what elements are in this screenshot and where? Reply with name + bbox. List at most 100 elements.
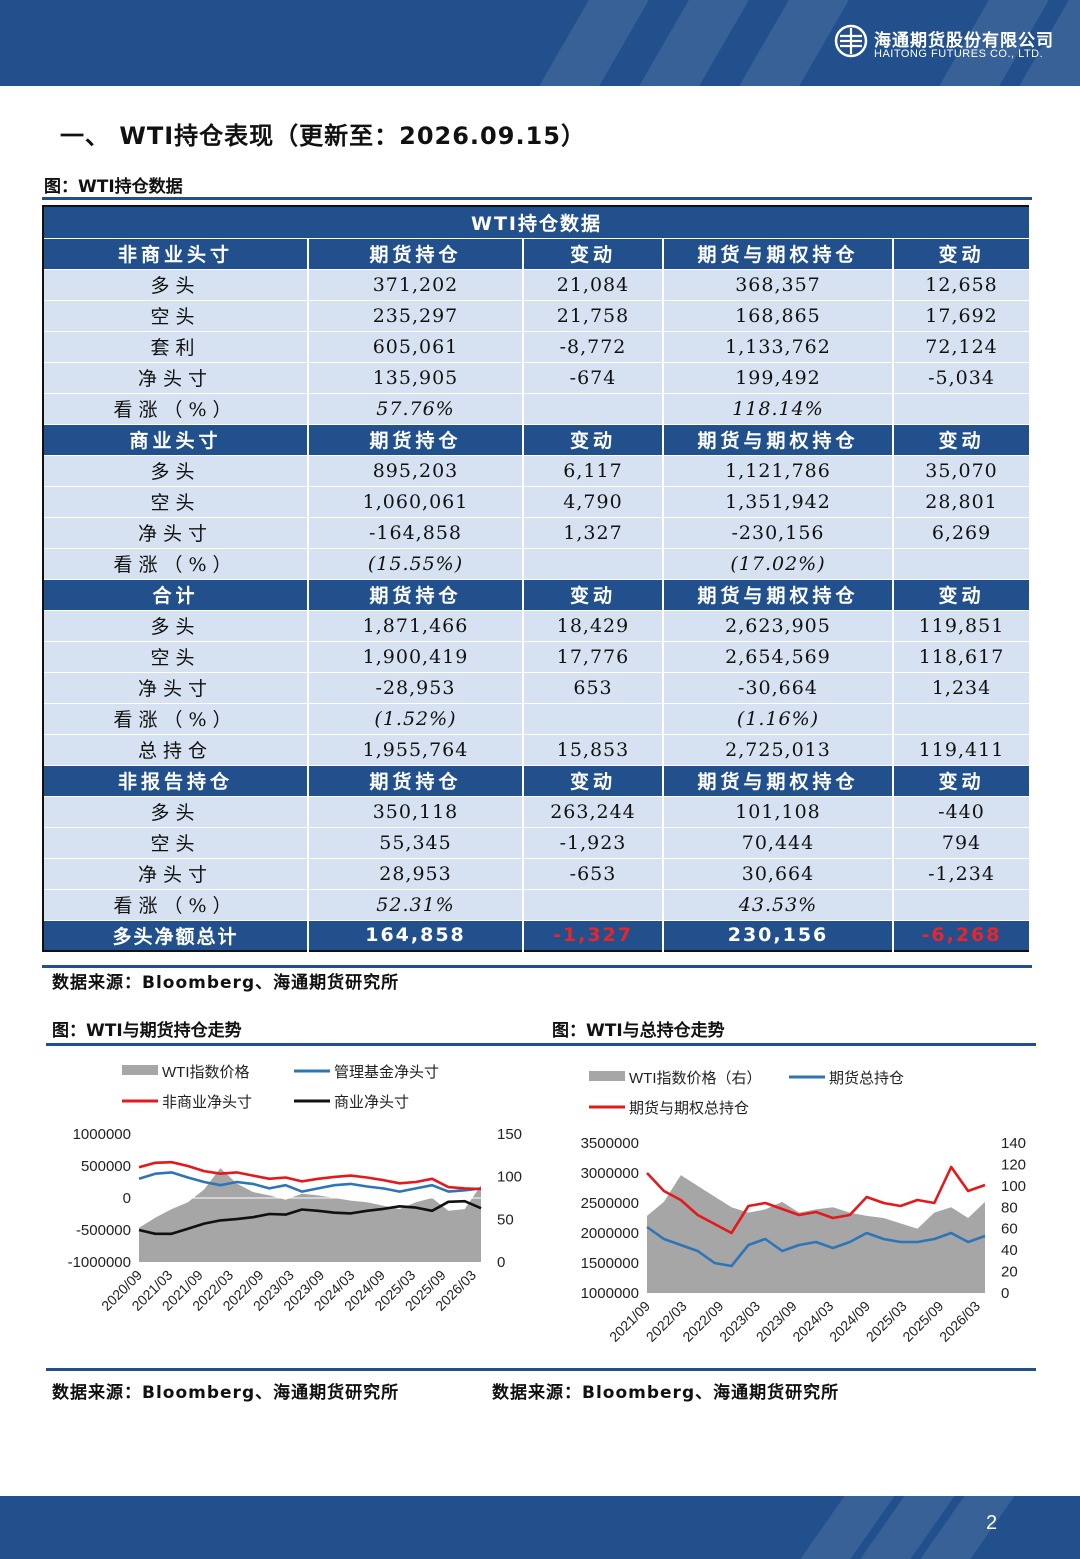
header-cell: 非报告持仓	[43, 765, 309, 797]
table-title: WTI持仓数据	[43, 206, 1032, 239]
legend-swatch	[589, 1071, 625, 1081]
table-row: 净头寸 -28,953 653 -30,664 1,234	[43, 672, 1032, 704]
table-cell: 1,351,942	[663, 486, 894, 518]
header-cell: 变动	[893, 424, 1032, 456]
section-title: 一、 WTI持仓表现（更新至：2026.09.15）	[60, 122, 586, 150]
left-axis-tick: -500000	[76, 1222, 131, 1239]
positions-table: WTI持仓数据 非商业头寸 期货持仓 变动 期货与期权持仓 变动 多头 371,202 21,…	[42, 205, 1032, 952]
row-label: 多头	[43, 610, 309, 642]
table-cell: -230,156	[663, 517, 894, 549]
legend-label: 非商业净头寸	[162, 1094, 252, 1111]
header-cell: 期货持仓	[308, 579, 524, 611]
row-label: 空头	[43, 300, 309, 332]
table-cell: 12,658	[893, 269, 1032, 301]
legend-swatch	[122, 1065, 158, 1075]
table-cell: 15,853	[523, 734, 664, 766]
net-long-total-row: 多头净额总计 164,858 -1,327 230,156 -6,268	[43, 920, 1032, 952]
table-row: 看涨（%） (1.52%) (1.16%)	[43, 703, 1032, 735]
row-label: 净头寸	[43, 858, 309, 890]
right-chart-source: 数据来源：Bloomberg、海通期货研究所	[492, 1383, 840, 1403]
row-label: 看涨（%）	[43, 703, 309, 735]
table-cell: 605,061	[308, 331, 524, 363]
table-cell	[893, 393, 1032, 425]
table-cell: (17.02%)	[663, 548, 894, 580]
top-banner: 海通期货股份有限公司 HAITONG FUTURES CO., LTD.	[0, 0, 1080, 86]
left-axis-tick: 0	[123, 1190, 131, 1207]
series-line	[646, 1225, 986, 1268]
table-cell: 168,865	[663, 300, 894, 332]
table-cell	[893, 889, 1032, 921]
right-axis-tick: 40	[1001, 1242, 1018, 1259]
table-cell: 17,692	[893, 300, 1032, 332]
left-chart-caption: 图：WTI与期货持仓走势	[52, 1021, 242, 1041]
table-cell: 30,664	[663, 858, 894, 890]
table-cell: 794	[893, 827, 1032, 859]
table-cell: (1.52%)	[308, 703, 524, 735]
table-cell: 52.31%	[308, 889, 524, 921]
table-cell: 72,124	[893, 331, 1032, 363]
left-axis-tick: 2500000	[581, 1195, 639, 1212]
table-cell: 118.14%	[663, 393, 894, 425]
table-row: 多头 895,203 6,117 1,121,786 35,070	[43, 455, 1032, 487]
left-axis-tick: 1500000	[581, 1255, 639, 1272]
right-axis-tick: 60	[1001, 1221, 1018, 1238]
table-cell: 17,776	[523, 641, 664, 673]
section-header-row: 合计 期货持仓 变动 期货与期权持仓 变动	[43, 579, 1032, 611]
charts-bottom-divider	[46, 1368, 1036, 1371]
left-axis-tick: -1000000	[68, 1254, 131, 1271]
right-axis-tick: 100	[497, 1169, 522, 1186]
table-cell: 119,851	[893, 610, 1032, 642]
table-cell: 28,801	[893, 486, 1032, 518]
table-row: 空头 1,060,061 4,790 1,351,942 28,801	[43, 486, 1032, 518]
right-chart-caption: 图：WTI与总持仓走势	[552, 1021, 725, 1041]
table-cell: -164,858	[308, 517, 524, 549]
table-row: 多头 350,118 263,244 101,108 -440	[43, 796, 1032, 828]
header-cell: 期货与期权持仓	[663, 579, 894, 611]
table-cell: 350,118	[308, 796, 524, 828]
row-label: 总持仓	[43, 734, 309, 766]
table-cell	[893, 548, 1032, 580]
table-cell: 6,269	[893, 517, 1032, 549]
table-cell: -30,664	[663, 672, 894, 704]
legend-label: WTI指数价格（右）	[629, 1070, 762, 1087]
table-cell: 1,327	[523, 517, 664, 549]
right-axis-tick: 50	[497, 1211, 514, 1228]
company-name-cn: 海通期货股份有限公司	[874, 31, 1054, 51]
table-cell	[523, 889, 664, 921]
table-row: 空头 235,297 21,758 168,865 17,692	[43, 300, 1032, 332]
table-cell: 21,758	[523, 300, 664, 332]
left-axis-tick: 500000	[81, 1158, 131, 1175]
table-cell: 895,203	[308, 455, 524, 487]
charts-top-divider	[46, 1043, 1036, 1046]
header-cell: 变动	[893, 238, 1032, 270]
table-cell: -440	[893, 796, 1032, 828]
header-cell: 非商业头寸	[43, 238, 309, 270]
right-axis-tick: 150	[497, 1126, 522, 1143]
header-cell: 合计	[43, 579, 309, 611]
row-label: 净头寸	[43, 517, 309, 549]
table-cell: 1,060,061	[308, 486, 524, 518]
header-cell: 期货与期权持仓	[663, 238, 894, 270]
table-cell: -6,268	[893, 920, 1032, 952]
header-cell: 期货持仓	[308, 424, 524, 456]
header-cell: 变动	[523, 238, 664, 270]
caption-divider	[42, 197, 1032, 200]
table-cell: (15.55%)	[308, 548, 524, 580]
table-cell: 1,900,419	[308, 641, 524, 673]
row-label: 空头	[43, 641, 309, 673]
table-cell: (1.16%)	[663, 703, 894, 735]
header-cell: 期货与期权持仓	[663, 424, 894, 456]
header-cell: 变动	[893, 765, 1032, 797]
x-axis-tick: 2026/03	[936, 1298, 983, 1345]
header-cell: 期货持仓	[308, 238, 524, 270]
row-label: 多头	[43, 796, 309, 828]
table-cell: 2,725,013	[663, 734, 894, 766]
footer-bar: 2	[0, 1496, 1080, 1559]
right-axis-tick: 80	[1001, 1199, 1018, 1216]
series-line	[138, 1171, 482, 1193]
table-cell: 1,234	[893, 672, 1032, 704]
section-header-row: 非报告持仓 期货持仓 变动 期货与期权持仓 变动	[43, 765, 1032, 797]
right-axis-tick: 140	[1001, 1135, 1026, 1152]
